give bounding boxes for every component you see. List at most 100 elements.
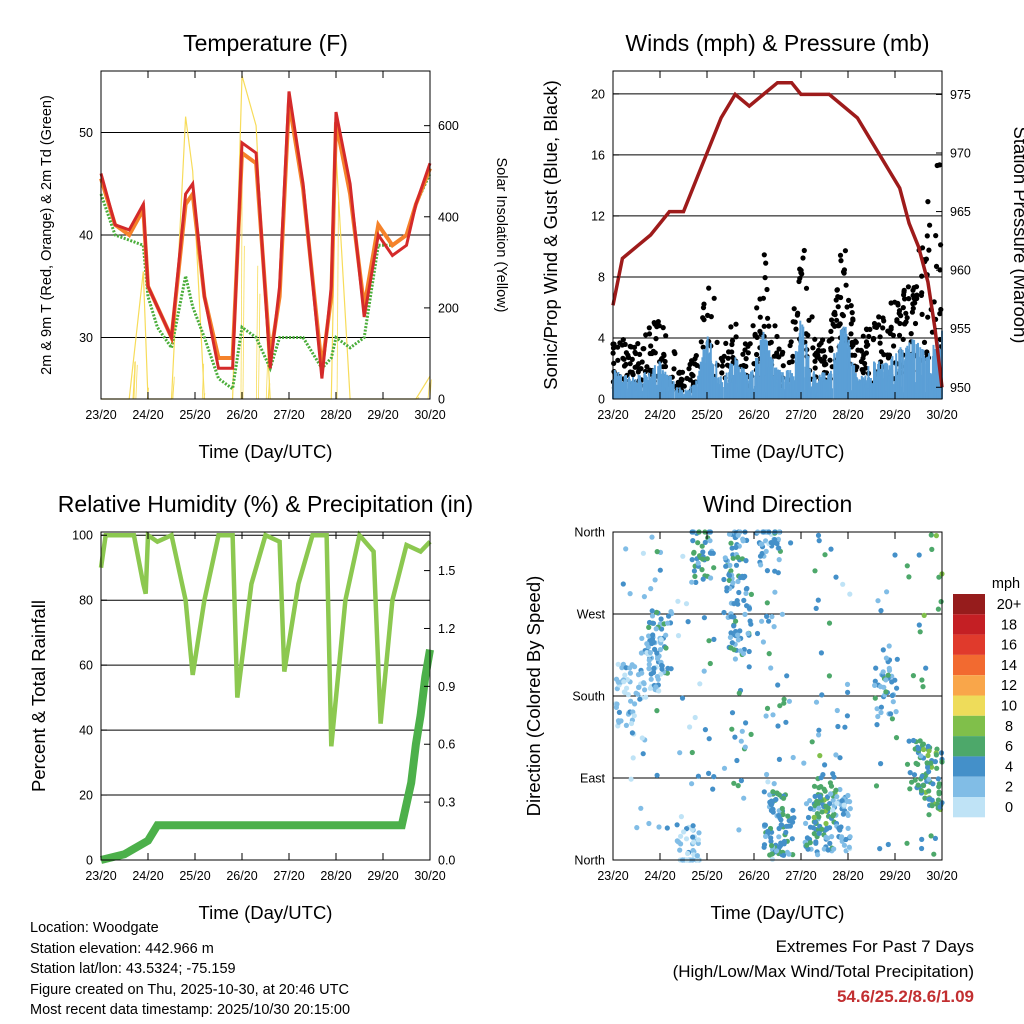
direction-point — [776, 825, 782, 832]
direction-point — [919, 677, 925, 683]
direction-point — [815, 852, 821, 858]
direction-point — [734, 757, 740, 764]
gust-point — [671, 349, 677, 355]
direction-point — [742, 744, 748, 750]
legend-label: 0 — [1005, 800, 1013, 816]
direction-point — [781, 700, 787, 706]
direction-point — [654, 549, 660, 555]
gust-point — [870, 337, 877, 343]
direction-point — [740, 538, 746, 544]
direction-point — [833, 752, 839, 758]
direction-point — [646, 619, 653, 626]
direction-point — [828, 546, 834, 552]
direction-point — [690, 823, 696, 829]
direction-point — [735, 637, 742, 643]
gust-point — [919, 290, 925, 296]
direction-point — [736, 827, 742, 833]
direction-point — [816, 814, 822, 820]
direction-point — [889, 716, 896, 722]
rh-ylabel: Percent & Total Rainfall — [28, 600, 49, 792]
temp-ylabel: 2m & 9m T (Red, Orange) & 2m Td (Green) — [39, 95, 55, 375]
gust-point — [919, 273, 925, 279]
direction-point — [790, 754, 796, 761]
gust-point — [766, 323, 772, 329]
direction-point — [774, 848, 780, 854]
dir-xtick-label: 28/20 — [832, 869, 863, 883]
extremes-title: Extremes For Past 7 Days — [775, 937, 974, 956]
gust-point — [663, 333, 669, 339]
direction-point — [620, 581, 626, 587]
direction-point — [928, 833, 934, 839]
direction-point — [646, 661, 652, 668]
rh-y2tick-label: 1.2 — [438, 622, 455, 636]
direction-point — [878, 709, 884, 716]
direction-point — [639, 735, 645, 741]
direction-point — [708, 575, 714, 581]
direction-point — [825, 847, 831, 853]
direction-point — [735, 578, 741, 585]
direction-point — [842, 724, 848, 730]
direction-point — [883, 677, 889, 683]
direction-point — [841, 842, 848, 848]
gust-point — [686, 366, 692, 372]
legend-swatch — [953, 634, 985, 655]
rh-title: Relative Humidity (%) & Precipitation (i… — [58, 491, 473, 517]
direction-point — [935, 797, 942, 803]
gust-point — [679, 369, 686, 375]
direction-point — [624, 685, 630, 691]
winds-y2label: Station Pressure (Maroon) — [1010, 127, 1024, 344]
direction-point — [770, 712, 776, 718]
direction-point — [733, 618, 739, 624]
direction-point — [633, 690, 639, 696]
winds-xtick-label: 27/20 — [785, 408, 816, 422]
direction-point — [835, 723, 841, 730]
gust-point — [816, 342, 822, 348]
winds-frame — [612, 70, 943, 400]
direction-point — [674, 838, 680, 844]
direction-point — [910, 737, 917, 744]
gust-point — [729, 349, 735, 355]
gust-point — [850, 316, 856, 322]
winds-xtick-label: 25/20 — [691, 408, 722, 422]
gust-point — [849, 310, 855, 316]
temp-ytick-label: 30 — [79, 331, 93, 345]
direction-point — [930, 781, 936, 787]
direction-point — [683, 836, 690, 842]
legend-label: 4 — [1005, 759, 1013, 775]
gust-point — [752, 332, 758, 339]
gust-point — [835, 304, 841, 310]
direction-point — [803, 820, 809, 827]
gust-point — [838, 258, 844, 264]
direction-point — [704, 556, 710, 562]
direction-point — [700, 556, 706, 562]
rh-frame — [100, 531, 431, 861]
gust-point — [743, 356, 749, 362]
direction-point — [759, 618, 765, 624]
winds-y2tick-label: 975 — [950, 88, 971, 102]
direction-point — [907, 786, 913, 792]
temp-y2tick-label: 400 — [438, 210, 459, 224]
direction-point — [646, 666, 652, 672]
direction-point — [657, 567, 663, 573]
gust-point — [821, 362, 828, 368]
insolation-trace — [255, 265, 259, 400]
direction-point — [726, 531, 733, 537]
gust-point — [745, 343, 751, 349]
direction-point — [881, 684, 887, 690]
gust-point — [841, 267, 848, 273]
direction-point — [689, 557, 695, 563]
rh-y2tick-label: 0.6 — [438, 738, 455, 752]
direction-point — [927, 796, 933, 802]
gust-point — [877, 334, 883, 340]
direction-point — [823, 803, 829, 809]
gust-point — [921, 339, 928, 345]
gust-point — [723, 340, 729, 346]
direction-point — [784, 823, 790, 829]
direction-point — [728, 540, 734, 546]
direction-point — [653, 684, 659, 690]
direction-point — [678, 814, 685, 820]
direction-point — [892, 677, 898, 683]
direction-point — [685, 850, 691, 857]
gust-point — [764, 286, 770, 293]
direction-point — [831, 846, 837, 852]
